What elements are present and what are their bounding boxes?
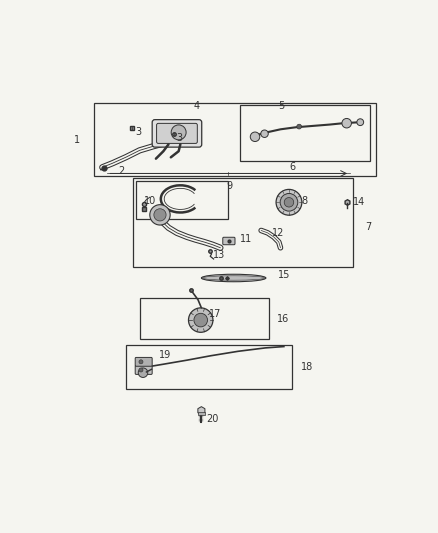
Text: 5: 5	[278, 101, 284, 110]
Text: 10: 10	[144, 196, 156, 206]
Ellipse shape	[202, 276, 265, 280]
Bar	[140, 298, 268, 339]
Text: 18: 18	[301, 361, 313, 372]
Circle shape	[261, 130, 268, 138]
Circle shape	[250, 132, 260, 142]
Circle shape	[297, 124, 301, 129]
Bar	[198, 413, 205, 415]
Text: 8: 8	[302, 196, 308, 206]
Text: 17: 17	[209, 309, 222, 319]
Circle shape	[276, 189, 302, 215]
Circle shape	[284, 198, 294, 207]
FancyBboxPatch shape	[152, 119, 202, 147]
FancyBboxPatch shape	[135, 366, 152, 374]
FancyBboxPatch shape	[223, 237, 235, 245]
Text: 3: 3	[176, 133, 182, 143]
Bar	[240, 104, 371, 160]
Text: 14: 14	[353, 197, 365, 207]
Circle shape	[194, 313, 208, 327]
Circle shape	[138, 368, 148, 377]
Text: 15: 15	[278, 270, 290, 280]
Ellipse shape	[201, 274, 266, 282]
Text: 16: 16	[277, 314, 290, 325]
Bar	[136, 181, 228, 219]
Circle shape	[342, 118, 351, 128]
Text: 7: 7	[365, 222, 371, 232]
Circle shape	[139, 360, 143, 364]
Bar	[126, 344, 293, 389]
Circle shape	[150, 205, 170, 225]
Text: 19: 19	[159, 350, 172, 360]
FancyBboxPatch shape	[135, 358, 152, 366]
Bar	[94, 103, 375, 176]
Circle shape	[154, 209, 166, 221]
Text: 12: 12	[272, 228, 284, 238]
Bar	[133, 177, 353, 268]
Circle shape	[280, 193, 298, 211]
Text: 1: 1	[74, 135, 81, 145]
Text: 6: 6	[289, 161, 295, 172]
Text: 20: 20	[206, 414, 218, 424]
Circle shape	[357, 119, 364, 126]
Text: 11: 11	[240, 233, 252, 244]
Text: 4: 4	[193, 101, 199, 110]
Text: 2: 2	[119, 166, 125, 176]
Text: 9: 9	[227, 181, 233, 191]
Circle shape	[188, 308, 213, 332]
Circle shape	[171, 125, 186, 140]
Text: 13: 13	[212, 249, 225, 260]
FancyBboxPatch shape	[156, 123, 197, 143]
Circle shape	[139, 368, 143, 372]
Text: 3: 3	[135, 127, 141, 136]
